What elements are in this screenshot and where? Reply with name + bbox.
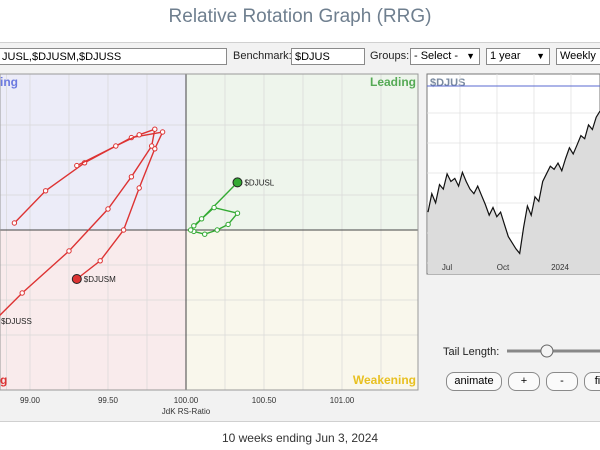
tail-line — [13, 131, 164, 280]
groups-label: Groups: — [370, 50, 410, 62]
benchmark-label: Benchmark: — [233, 50, 292, 62]
x-tick-label: 99.50 — [98, 396, 119, 405]
groups-select[interactable]: - Select - ▼ — [410, 48, 480, 65]
frequency-select[interactable]: Weekly — [556, 48, 600, 65]
period-select[interactable]: 1 year ▼ — [486, 48, 550, 65]
tail-point[interactable] — [136, 132, 142, 138]
animate-button[interactable]: animate — [446, 372, 502, 391]
tail-length-slider-handle[interactable] — [540, 344, 554, 358]
rrg-panel: JUSL,$DJUSM,$DJUSS Benchmark: $DJUS Grou… — [0, 42, 600, 422]
plus-button[interactable]: + — [508, 372, 540, 391]
rrg-series-djuss[interactable]: $DJUSS — [0, 126, 158, 326]
tail-point[interactable] — [234, 210, 241, 216]
x-tick-label: 100.50 — [252, 396, 277, 405]
rrg-series-djusl[interactable]: $DJUSL — [187, 177, 275, 237]
rrg-series-djusm[interactable]: $DJUSM — [11, 129, 166, 284]
weakening-label: Weakening — [353, 373, 416, 387]
tail-point[interactable] — [120, 227, 127, 233]
tail-point[interactable] — [159, 129, 166, 135]
minus-button[interactable]: - — [546, 372, 578, 391]
price-x-label: Oct — [497, 263, 510, 272]
tail-point[interactable] — [97, 258, 103, 264]
series-label: $DJUSS — [1, 317, 32, 326]
chevron-down-icon: ▼ — [466, 51, 475, 61]
frequency-select-value: Weekly — [560, 50, 596, 62]
x-tick-label: 100.00 — [174, 396, 199, 405]
fit-button[interactable]: fit — [584, 372, 600, 391]
leading-quadrant — [186, 74, 418, 230]
tail-point[interactable] — [191, 223, 197, 229]
tail-point[interactable] — [128, 174, 135, 180]
footer-caption: 10 weeks ending Jun 3, 2024 — [221, 431, 379, 445]
tail-point[interactable] — [113, 143, 119, 149]
price-line — [427, 110, 600, 255]
tail-point[interactable] — [66, 248, 72, 254]
x-tick-label: 101.00 — [330, 396, 355, 405]
tail-point[interactable] — [42, 188, 49, 194]
price-area — [428, 111, 600, 274]
series-label: $DJUSM — [84, 275, 116, 284]
price-x-label: Jul — [442, 263, 452, 272]
symbols-input[interactable]: JUSL,$DJUSM,$DJUSS — [0, 48, 227, 65]
tail-line — [0, 128, 156, 317]
series-head-point[interactable] — [71, 274, 82, 284]
tail-point[interactable] — [105, 206, 111, 212]
page-title: Relative Rotation Graph (RRG) — [168, 6, 432, 27]
tail-point[interactable] — [187, 227, 194, 233]
tail-point[interactable] — [211, 204, 217, 211]
price-x-label: 2024 — [551, 263, 569, 272]
series-head-point[interactable] — [232, 177, 243, 188]
tail-point[interactable] — [202, 231, 208, 237]
tail-point[interactable] — [136, 185, 142, 191]
tail-point[interactable] — [225, 221, 231, 228]
leading-label: Leading — [370, 75, 416, 89]
tail-point[interactable] — [214, 227, 220, 233]
period-select-value: 1 year — [490, 50, 521, 62]
improving-quadrant — [0, 74, 186, 230]
improving-label: ing — [0, 75, 18, 89]
groups-select-value: - Select - — [414, 50, 459, 62]
tail-point[interactable] — [11, 220, 18, 226]
tail-point[interactable] — [148, 143, 155, 149]
lagging-quadrant — [0, 230, 186, 390]
lagging-label: g — [0, 373, 7, 387]
rrg-chart[interactable]: ing Leading g Weakening 99.00 99.50 100.00… — [0, 43, 600, 421]
benchmark-input[interactable]: $DJUS — [291, 48, 365, 65]
x-tick-label: 99.00 — [20, 396, 41, 405]
tail-point[interactable] — [152, 126, 158, 132]
rrg-frame — [0, 73, 419, 391]
tail-point[interactable] — [19, 290, 25, 296]
tail-length-label: Tail Length: — [443, 346, 499, 358]
weakening-quadrant — [186, 230, 418, 390]
tail-point[interactable] — [198, 216, 205, 222]
series-label: $DJUSL — [244, 178, 274, 187]
tail-point[interactable] — [74, 162, 80, 169]
chevron-down-icon: ▼ — [536, 51, 545, 61]
x-axis-label: JdK RS-Ratio — [162, 407, 211, 416]
